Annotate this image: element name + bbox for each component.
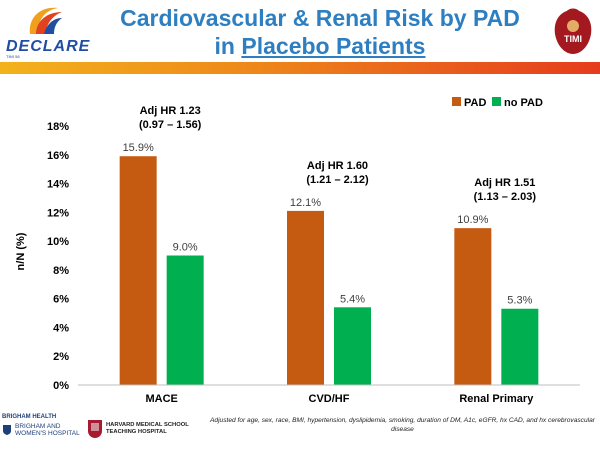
adjustment-footnote: Adjusted for age, sex, race, BMI, hypert… (210, 417, 595, 433)
legend-swatch-no-pad (492, 97, 501, 106)
hazard-ratio-ci: (0.97 – 1.56) (139, 119, 202, 131)
declare-swoosh-icon (29, 7, 62, 34)
brigham-line-2: BRIGHAM AND (15, 423, 61, 430)
brigham-line-1: BRIGHAM HEALTH (2, 414, 57, 420)
slide-title: Cardiovascular & Renal Risk by PAD in Pl… (100, 4, 540, 60)
header-divider (0, 62, 600, 74)
bar-value-label: 12.1% (290, 197, 321, 209)
x-tick-label: MACE (145, 393, 177, 405)
declare-logo: DECLARE TIMI 58 (6, 4, 102, 60)
bar-no-pad (334, 307, 371, 385)
y-tick-label: 6% (53, 294, 69, 306)
harvard-line-2: TEACHING HOSPITAL (106, 429, 167, 435)
declare-logo-text: DECLARE (6, 38, 91, 55)
bar-pad (454, 228, 492, 385)
y-tick-label: 12% (47, 207, 69, 219)
legend-label: no PAD (504, 97, 543, 109)
bar-value-label: 15.9% (123, 142, 154, 154)
harvard-line-1: HARVARD MEDICAL SCHOOL (106, 422, 189, 428)
legend: PAD no PAD (452, 97, 543, 109)
bar-no-pad (501, 308, 539, 385)
bar-value-label: 9.0% (173, 242, 198, 254)
bars-group: 15.9% 9.0% 12.1% 5.4% 10.9% 5.3% (119, 142, 539, 385)
slide-footer: BRIGHAM HEALTH BRIGHAM AND WOMEN'S HOSPI… (0, 410, 600, 449)
hazard-ratio-label: Adj HR 1.60 (307, 160, 368, 172)
hazard-ratio-label: Adj HR 1.23 (140, 105, 201, 117)
harvard-shield-icon (88, 420, 102, 438)
legend-label: PAD (464, 97, 486, 109)
hazard-ratio-ci: (1.13 – 2.03) (474, 191, 537, 203)
bar-value-label: 5.3% (507, 295, 532, 307)
brigham-logo: BRIGHAM HEALTH BRIGHAM AND WOMEN'S HOSPI… (2, 414, 80, 437)
harvard-logo: HARVARD MEDICAL SCHOOL TEACHING HOSPITAL (88, 420, 189, 438)
title-line-2-prefix: in (214, 33, 242, 59)
timi-logo-icon: TIMI (554, 8, 592, 54)
y-axis: 0% 2% 4% 6% 8% 10% 12% 14% 16% 18% n/N (%) (15, 121, 69, 392)
annotations-group: Adj HR 1.23 (0.97 – 1.56) Adj HR 1.60 (1.21… (139, 105, 536, 203)
title-line-2: in Placebo Patients (100, 32, 540, 60)
x-tick-label: CVD/HF (309, 393, 350, 405)
title-line-1: Cardiovascular & Renal Risk by PAD (120, 5, 520, 31)
slide-header: DECLARE TIMI 58 Cardiovascular & Renal R… (0, 0, 600, 62)
hazard-ratio-label: Adj HR 1.51 (474, 177, 535, 189)
timi-logo-text: TIMI (564, 34, 582, 44)
x-axis: MACE CVD/HF Renal Primary (78, 384, 580, 405)
declare-logo-subtext: TIMI 58 (6, 54, 20, 59)
bar-value-label: 10.9% (457, 214, 488, 226)
bar-chart: 0% 2% 4% 6% 8% 10% 12% 14% 16% 18% n/N (%) 15.9% 9.… (15, 97, 580, 405)
y-tick-label: 10% (47, 236, 69, 248)
y-tick-label: 8% (53, 265, 69, 277)
y-tick-label: 18% (47, 121, 69, 133)
y-tick-label: 16% (47, 150, 69, 162)
y-tick-label: 4% (53, 322, 69, 334)
legend-swatch-pad (452, 97, 461, 106)
bar-value-label: 5.4% (340, 293, 365, 305)
y-tick-label: 2% (53, 351, 69, 363)
bar-pad (287, 210, 324, 385)
y-tick-label: 14% (47, 179, 69, 191)
brigham-line-3: WOMEN'S HOSPITAL (15, 430, 80, 437)
bar-pad (119, 156, 157, 385)
title-line-2-underlined: Placebo Patients (241, 33, 426, 59)
y-axis-title: n/N (%) (15, 232, 27, 270)
chart-container: 0% 2% 4% 6% 8% 10% 12% 14% 16% 18% n/N (%) 15.9% 9.… (0, 74, 600, 410)
y-tick-label: 0% (53, 380, 69, 392)
bar-no-pad (166, 255, 204, 385)
x-tick-label: Renal Primary (459, 393, 534, 405)
brigham-shield-icon (3, 425, 11, 435)
hazard-ratio-ci: (1.21 – 2.12) (306, 174, 369, 186)
